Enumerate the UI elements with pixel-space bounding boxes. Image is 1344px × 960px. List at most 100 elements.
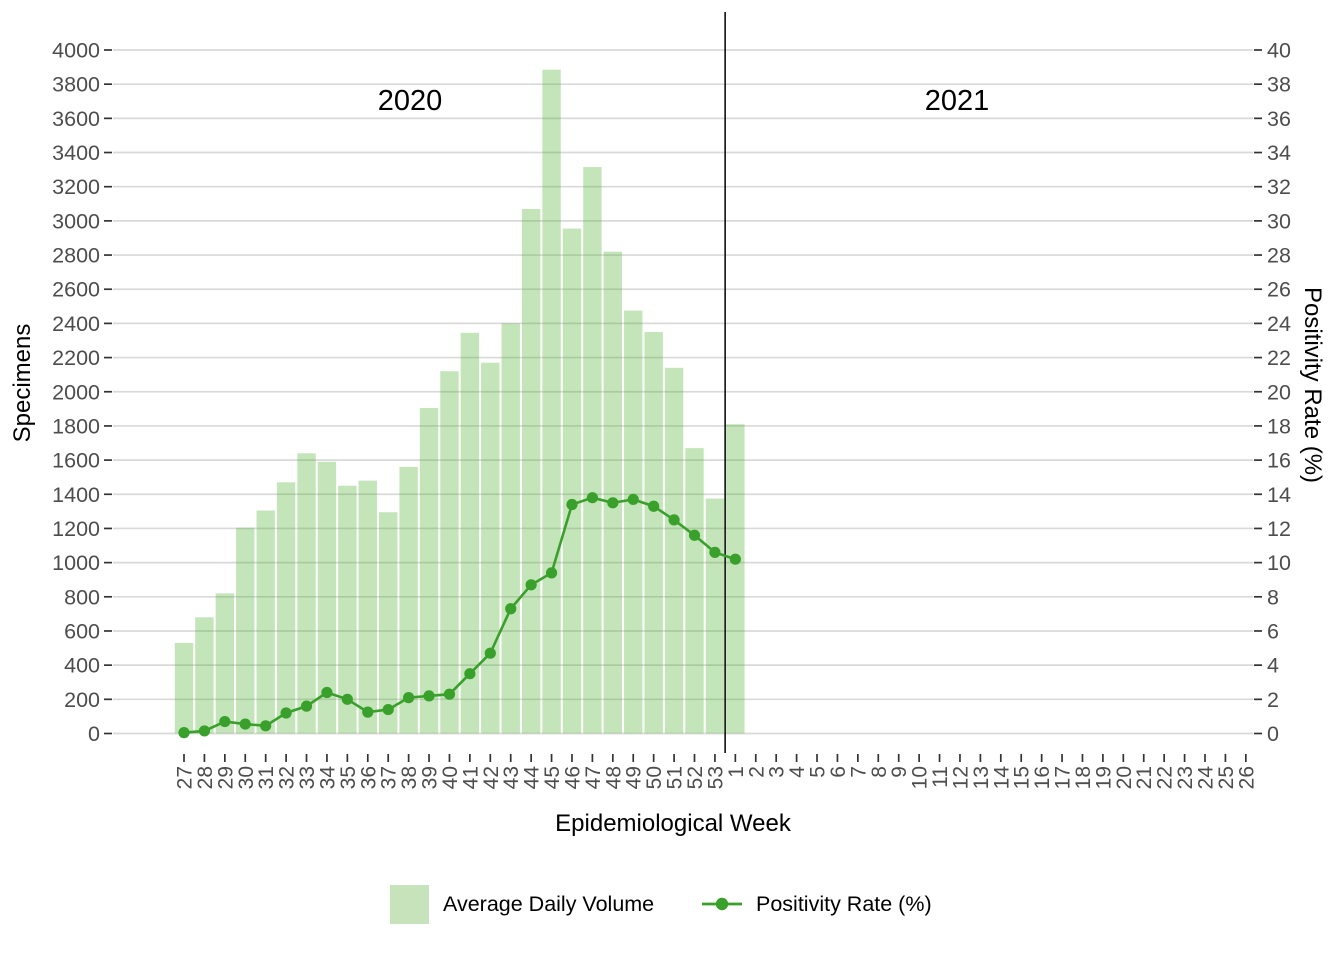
x-tick-label-42: 42: [480, 766, 503, 789]
x-tick-label-7: 7: [847, 766, 870, 778]
x-tick-label-41: 41: [459, 766, 482, 789]
x-tick-label-24: 24: [1195, 766, 1218, 790]
positivity-point-week-50: [648, 500, 660, 512]
right-axis-tick-label: 30: [1267, 209, 1291, 233]
chart-legend: Average Daily Volume Positivity Rate (%): [0, 884, 1344, 930]
legend-label-average-daily-volume: Average Daily Volume: [443, 891, 655, 916]
x-tick-label-33: 33: [296, 766, 319, 789]
x-tick-label-30: 30: [235, 766, 258, 789]
x-axis-title: Epidemiological Week: [555, 810, 792, 837]
left-axis-title: Specimens: [9, 324, 36, 443]
x-tick-label-28: 28: [194, 766, 217, 789]
bar-week-29: [215, 593, 235, 734]
bar-week-48: [603, 251, 623, 734]
right-axis-tick-label: 34: [1267, 141, 1291, 165]
right-axis-tick-label: 36: [1267, 107, 1291, 131]
right-axis-tick-label: 0: [1267, 722, 1279, 746]
x-tick-label-44: 44: [521, 766, 544, 790]
positivity-point-week-38: [403, 692, 415, 704]
right-axis-tick-label: 6: [1267, 619, 1279, 643]
x-tick-label-12: 12: [949, 766, 972, 789]
bar-week-47: [583, 167, 602, 734]
x-tick-label-38: 38: [398, 766, 421, 789]
positivity-point-week-30: [239, 718, 251, 730]
left-axis-tick-label: 1600: [52, 449, 100, 473]
bar-week-36: [358, 480, 377, 734]
x-tick-label-29: 29: [214, 766, 237, 789]
right-axis-tick-label: 20: [1267, 380, 1291, 404]
right-axis-tick-label: 32: [1267, 175, 1291, 199]
legend-item-positivity-rate: Positivity Rate (%): [700, 884, 932, 924]
right-axis-tick-label: 24: [1267, 312, 1291, 336]
x-tick-label-20: 20: [1113, 766, 1136, 789]
left-axis-tick-label: 1800: [52, 414, 100, 438]
bar-week-1: [726, 424, 745, 734]
positivity-point-week-45: [545, 567, 558, 579]
positivity-point-week-37: [382, 703, 394, 716]
x-tick-label-4: 4: [786, 766, 809, 778]
x-tick-label-10: 10: [909, 766, 932, 789]
left-axis-tick-label: 3200: [52, 175, 100, 199]
bar-week-40: [440, 371, 459, 734]
positivity-point-week-34: [321, 686, 333, 699]
right-axis-tick-label: 8: [1267, 585, 1279, 609]
right-axis-tick-label: 22: [1267, 346, 1291, 370]
x-tick-label-22: 22: [1154, 766, 1177, 789]
x-tick-label-43: 43: [500, 766, 523, 789]
x-tick-label-1: 1: [725, 766, 748, 778]
x-tick-label-50: 50: [643, 766, 666, 789]
x-tick-label-34: 34: [316, 766, 339, 790]
bar-swatch-icon: [390, 884, 429, 924]
bar-week-32: [276, 482, 296, 734]
positivity-point-week-35: [341, 693, 353, 705]
positivity-point-week-40: [443, 688, 456, 700]
year-label-2021: 2021: [925, 85, 990, 117]
positivity-point-week-42: [484, 647, 496, 659]
positivity-point-week-52: [688, 529, 701, 541]
legend-item-average-daily-volume: Average Daily Volume: [390, 884, 654, 924]
bar-week-39: [419, 407, 439, 734]
left-axis-tick-label: 800: [64, 585, 100, 609]
bar-week-42: [481, 362, 500, 734]
right-axis-tick-label: 40: [1267, 39, 1291, 63]
right-axis-tick-label: 10: [1267, 551, 1291, 575]
bar-week-27: [174, 642, 194, 734]
left-axis-tick-label: 600: [64, 619, 100, 643]
x-tick-label-46: 46: [561, 766, 584, 789]
positivity-point-week-43: [505, 603, 517, 615]
left-axis-tick-label: 4000: [52, 39, 100, 63]
bar-week-28: [195, 617, 214, 734]
right-axis-tick-label: 14: [1267, 483, 1291, 507]
left-axis-tick-label: 2400: [52, 312, 100, 336]
right-axis-tick-label: 38: [1267, 73, 1291, 97]
positivity-point-week-31: [260, 720, 272, 732]
bar-week-38: [399, 466, 418, 734]
x-tick-label-48: 48: [602, 766, 625, 789]
bar-week-50: [644, 331, 663, 734]
left-axis-tick-label: 3400: [52, 141, 100, 165]
right-axis-title: Positivity Rate (%): [1299, 287, 1326, 483]
positivity-point-week-36: [362, 706, 374, 718]
x-tick-label-52: 52: [684, 766, 707, 789]
x-tick-label-18: 18: [1072, 766, 1095, 789]
positivity-point-week-28: [198, 725, 211, 737]
left-axis-tick-label: 3600: [52, 107, 100, 131]
x-tick-label-53: 53: [704, 766, 727, 789]
bar-week-45: [542, 69, 561, 734]
left-axis-tick-label: 400: [64, 654, 100, 678]
right-axis-tick-label: 16: [1267, 449, 1291, 473]
left-axis-tick-label: 1000: [52, 551, 100, 575]
bar-week-35: [338, 485, 357, 734]
year-label-2020: 2020: [378, 85, 443, 117]
x-tick-label-40: 40: [439, 766, 462, 789]
x-tick-label-31: 31: [255, 766, 278, 789]
positivity-point-week-47: [586, 492, 599, 504]
bar-week-41: [460, 332, 480, 734]
left-axis-tick-label: 200: [64, 688, 100, 712]
bar-week-49: [624, 310, 643, 734]
x-tick-label-8: 8: [868, 766, 891, 778]
bar-week-30: [236, 527, 255, 734]
bar-week-31: [256, 510, 275, 734]
left-axis-tick-label: 0: [88, 722, 100, 746]
positivity-point-week-49: [627, 493, 639, 506]
